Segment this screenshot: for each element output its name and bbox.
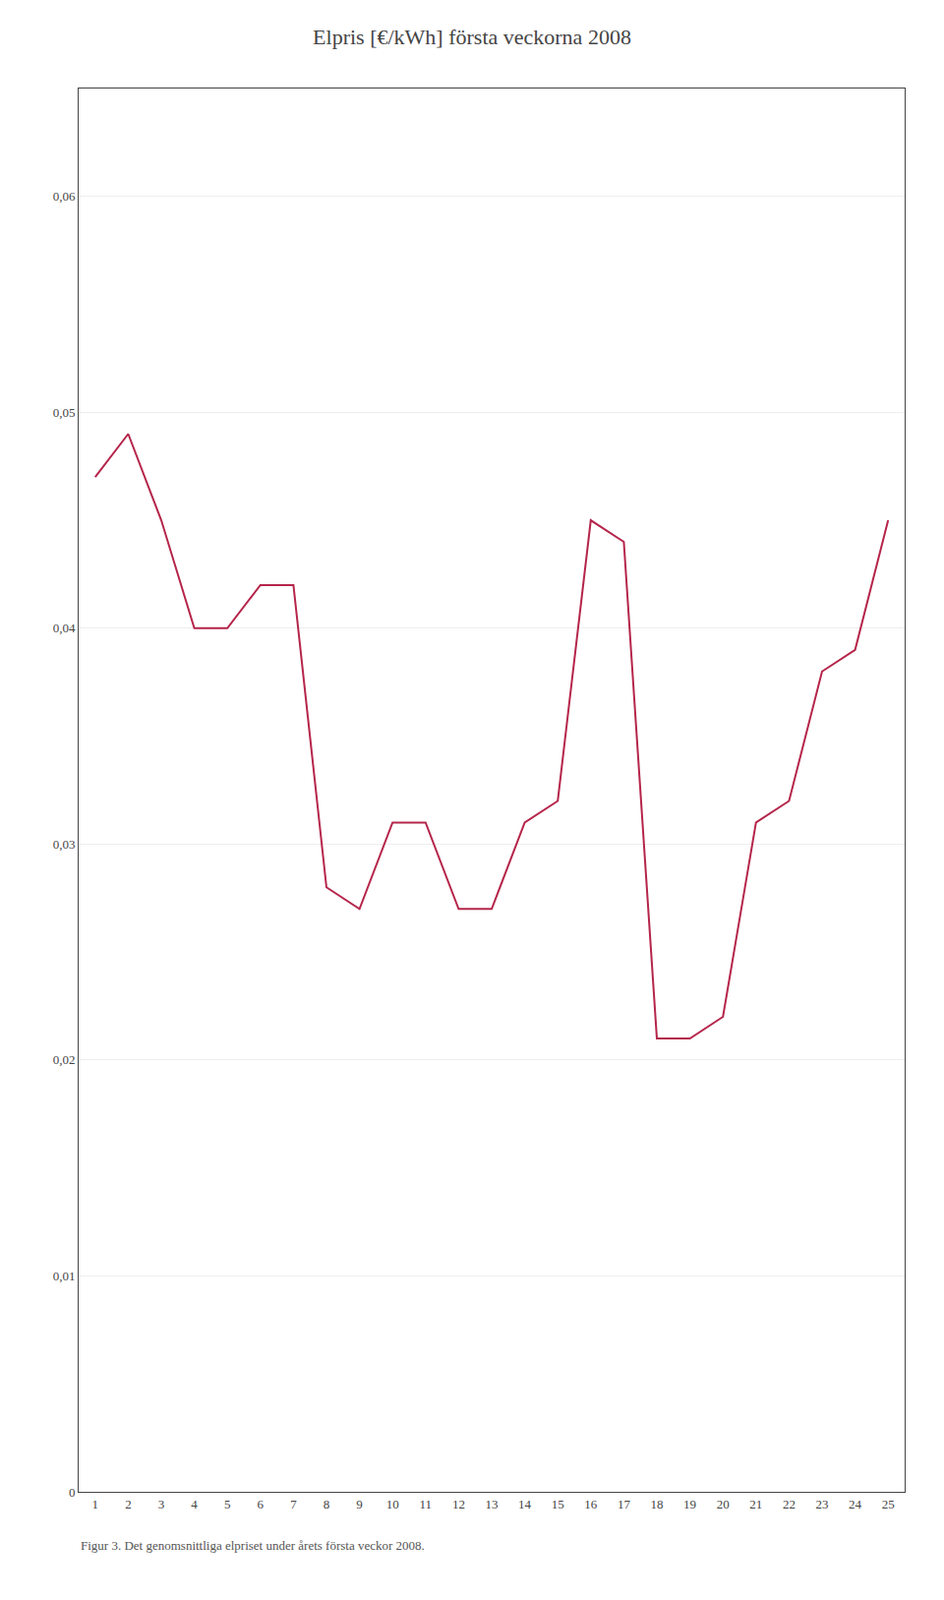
svg-text:0,02: 0,02	[53, 1052, 76, 1067]
svg-text:3: 3	[158, 1496, 166, 1512]
svg-text:24: 24	[848, 1496, 863, 1512]
svg-text:17: 17	[617, 1496, 632, 1512]
svg-text:11: 11	[419, 1496, 433, 1512]
svg-text:0,03: 0,03	[53, 836, 76, 852]
svg-text:22: 22	[782, 1496, 796, 1512]
svg-text:Elpris [€/kWh] första veckorna: Elpris [€/kWh] första veckorna 2008	[312, 24, 632, 50]
svg-text:20: 20	[716, 1496, 730, 1512]
svg-text:16: 16	[584, 1496, 598, 1512]
svg-text:15: 15	[551, 1496, 565, 1512]
svg-text:0,01: 0,01	[53, 1268, 76, 1284]
svg-text:10: 10	[386, 1496, 400, 1512]
svg-text:19: 19	[683, 1496, 697, 1512]
svg-text:5: 5	[224, 1496, 232, 1512]
svg-text:18: 18	[650, 1496, 664, 1512]
svg-text:7: 7	[290, 1496, 297, 1512]
svg-text:13: 13	[485, 1496, 499, 1512]
svg-text:Figur 3. Det genomsnittliga el: Figur 3. Det genomsnittliga elpriset und…	[80, 1537, 425, 1553]
svg-text:0,05: 0,05	[53, 405, 76, 420]
svg-text:2: 2	[124, 1496, 132, 1512]
svg-text:4: 4	[190, 1496, 198, 1512]
svg-text:12: 12	[452, 1496, 466, 1512]
svg-text:14: 14	[518, 1496, 532, 1512]
svg-text:21: 21	[749, 1496, 763, 1512]
svg-text:0,06: 0,06	[53, 188, 76, 204]
svg-text:1: 1	[92, 1496, 100, 1512]
svg-text:6: 6	[257, 1496, 265, 1512]
svg-text:23: 23	[816, 1496, 829, 1512]
svg-text:25: 25	[882, 1496, 895, 1512]
svg-text:0: 0	[68, 1484, 76, 1500]
svg-text:8: 8	[323, 1496, 331, 1512]
svg-text:0,04: 0,04	[53, 620, 76, 636]
svg-text:9: 9	[355, 1496, 363, 1512]
